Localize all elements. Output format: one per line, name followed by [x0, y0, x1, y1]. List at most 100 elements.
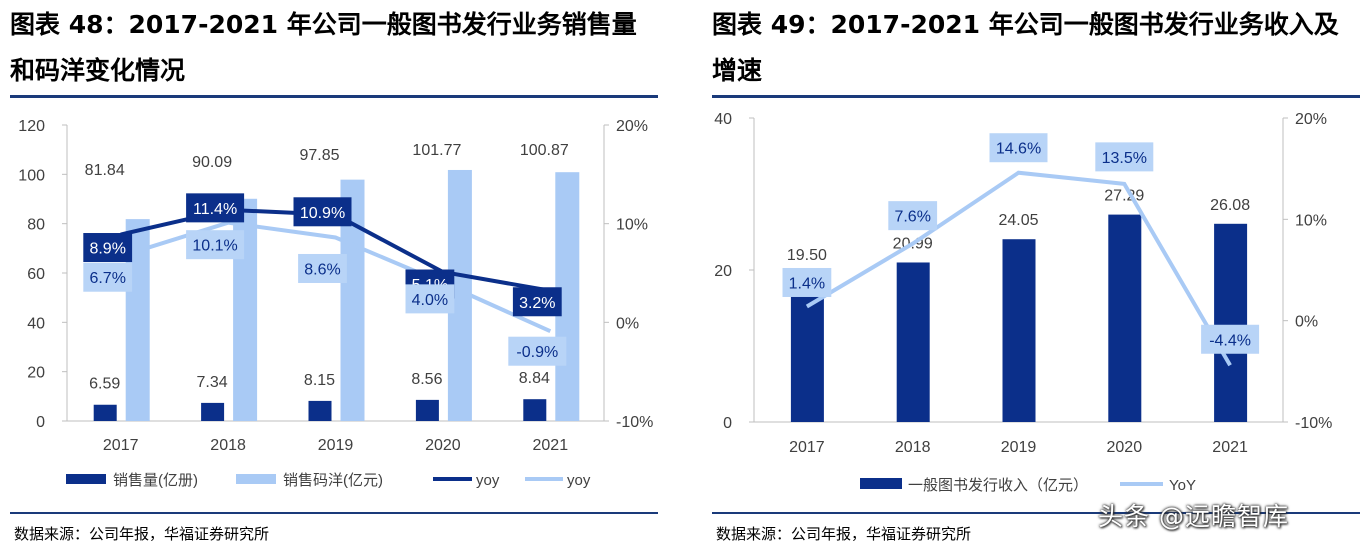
yoy-revenue-label-box — [989, 133, 1048, 163]
legend-sales-value: 销售码洋(亿元) — [283, 472, 383, 489]
yoy-revenue-line — [805, 170, 1232, 367]
yoy-revenue-label: -4.4% — [1209, 332, 1251, 349]
sales-volume-label: 8.15 — [304, 372, 335, 389]
sales-volume-label: 8.56 — [411, 371, 442, 388]
yoy-revenue-label: 1.4% — [789, 275, 825, 292]
left-tick-label: 80 — [27, 217, 45, 234]
left-tick-label: 20 — [27, 365, 45, 382]
left-tick-label: 100 — [18, 167, 45, 184]
yoy-value-label: 6.7% — [89, 270, 125, 287]
right-tick-label: -10% — [616, 414, 653, 431]
sales-volume-label: 7.34 — [197, 374, 228, 391]
x-tick-label: 2018 — [210, 437, 246, 454]
x-tick-label: 2020 — [1107, 439, 1143, 456]
legend-revenue: 一般图书发行收入（亿元） — [908, 477, 1088, 494]
right-tick-label: -10% — [1295, 415, 1332, 432]
left-chart: 0 20 40 60 80 100 120 -10% 0% 10% 20% 6.59 81.84 2017… — [18, 118, 653, 489]
x-tick-label: 2019 — [1001, 439, 1037, 456]
bar-sales-volume — [93, 404, 117, 421]
left-bottom-rule — [10, 512, 658, 514]
left-tick-label: 0 — [36, 414, 45, 431]
yoy-revenue-label-box — [782, 267, 832, 297]
bar-sales-volume — [523, 399, 547, 421]
yoy-revenue-label-box — [888, 201, 938, 231]
right-tick-label: 0% — [1295, 314, 1318, 331]
right-figure: 图表 49：2017-2021 年公司一般图书发行业务收入及增速 0 20 40 -1… — [700, 0, 1366, 553]
bar-sales-volume — [415, 399, 439, 421]
yoy-value-label-box — [83, 262, 133, 292]
left-tick-label: 120 — [18, 118, 45, 135]
x-tick-label: 2017 — [103, 437, 139, 454]
revenue-label: 19.50 — [787, 247, 827, 264]
left-source-note: 数据来源：公司年报，华福证券研究所 — [14, 525, 270, 543]
yoy-value-label-box — [508, 336, 567, 366]
right-tick-label: 20% — [616, 118, 648, 135]
right-source-note: 数据来源：公司年报，华福证券研究所 — [716, 525, 972, 543]
bar-revenue — [1002, 239, 1036, 422]
legend-sales-volume: 销售量(亿册) — [113, 472, 198, 489]
sales-volume-label: 8.84 — [519, 370, 550, 387]
bar-sales-volume — [308, 400, 332, 421]
yoy-value-label-box — [298, 253, 347, 283]
left-figure-title: 图表 48：2017-2021 年公司一般图书发行业务销售量和码洋变化情况 — [10, 10, 637, 85]
yoy-volume-label: 10.9% — [300, 205, 345, 222]
x-tick-label: 2020 — [425, 437, 461, 454]
yoy-volume-label: 11.4% — [193, 201, 237, 218]
legend-yoy-volume: yoy — [476, 472, 500, 489]
sales-value-label: 97.85 — [299, 147, 339, 164]
yoy-volume-label: 8.9% — [89, 241, 125, 258]
right-figure-title: 图表 49：2017-2021 年公司一般图书发行业务收入及增速 — [712, 10, 1339, 85]
yoy-volume-label-box — [83, 233, 133, 263]
right-tick-label: 10% — [616, 217, 648, 234]
yoy-revenue-label-box — [1095, 142, 1154, 172]
sales-value-label: 81.84 — [85, 162, 125, 179]
revenue-label: 24.05 — [998, 212, 1038, 229]
yoy-value-label: 4.0% — [412, 292, 448, 309]
yoy-volume-label: 3.2% — [519, 295, 555, 312]
x-tick-label: 2019 — [318, 437, 354, 454]
sales-value-label: 100.87 — [520, 142, 569, 159]
yoy-value-label-box — [405, 284, 455, 314]
legend-revenue-swatch — [860, 478, 902, 489]
bar-revenue — [1214, 223, 1248, 422]
legend-sales-value-swatch — [236, 474, 276, 484]
legend-yoy: YoY — [1169, 477, 1196, 494]
bar-sales-volume — [201, 402, 225, 421]
left-tick-label: 60 — [27, 266, 45, 283]
sales-volume-label: 6.59 — [89, 376, 120, 393]
yoy-revenue-label-box — [1201, 324, 1260, 354]
yoy-volume-label-box — [512, 287, 562, 317]
yoy-volume-label-box — [293, 197, 352, 227]
left-figure: 图表 48：2017-2021 年公司一般图书发行业务销售量和码洋变化情况 0 2… — [0, 0, 660, 553]
left-tick-label: 20 — [714, 263, 732, 280]
left-tick-label: 40 — [714, 111, 732, 128]
legend-sales-volume-swatch — [66, 474, 106, 484]
x-tick-label: 2021 — [533, 437, 569, 454]
yoy-revenue-label: 14.6% — [996, 141, 1041, 158]
right-tick-label: 0% — [616, 315, 639, 332]
yoy-value-label: 10.1% — [192, 238, 237, 255]
yoy-revenue-label: 13.5% — [1102, 150, 1147, 167]
left-tick-label: 40 — [27, 315, 45, 332]
right-title-rule — [712, 95, 1360, 98]
yoy-value-label: 8.6% — [304, 261, 340, 278]
yoy-volume-label-box — [186, 193, 245, 223]
left-title-rule — [10, 95, 658, 98]
yoy-value-label: -0.9% — [516, 344, 558, 361]
right-tick-label: 10% — [1295, 212, 1327, 229]
x-tick-label: 2018 — [895, 439, 931, 456]
left-tick-label: 0 — [723, 415, 732, 432]
x-tick-label: 2021 — [1212, 439, 1248, 456]
revenue-label: 26.08 — [1210, 197, 1250, 214]
sales-value-label: 101.77 — [412, 142, 461, 159]
legend-yoy-value: yoy — [567, 472, 591, 489]
right-bottom-rule — [712, 512, 1360, 514]
bar-revenue — [1108, 214, 1142, 422]
right-tick-label: 20% — [1295, 111, 1327, 128]
sales-value-label: 90.09 — [192, 154, 232, 171]
yoy-value-label-box — [186, 230, 245, 260]
revenue-label: 27.29 — [1104, 188, 1144, 205]
yoy-revenue-label: 7.6% — [894, 209, 930, 226]
x-tick-label: 2017 — [789, 439, 825, 456]
watermark: 头条 @远瞻智库 — [1098, 502, 1289, 531]
